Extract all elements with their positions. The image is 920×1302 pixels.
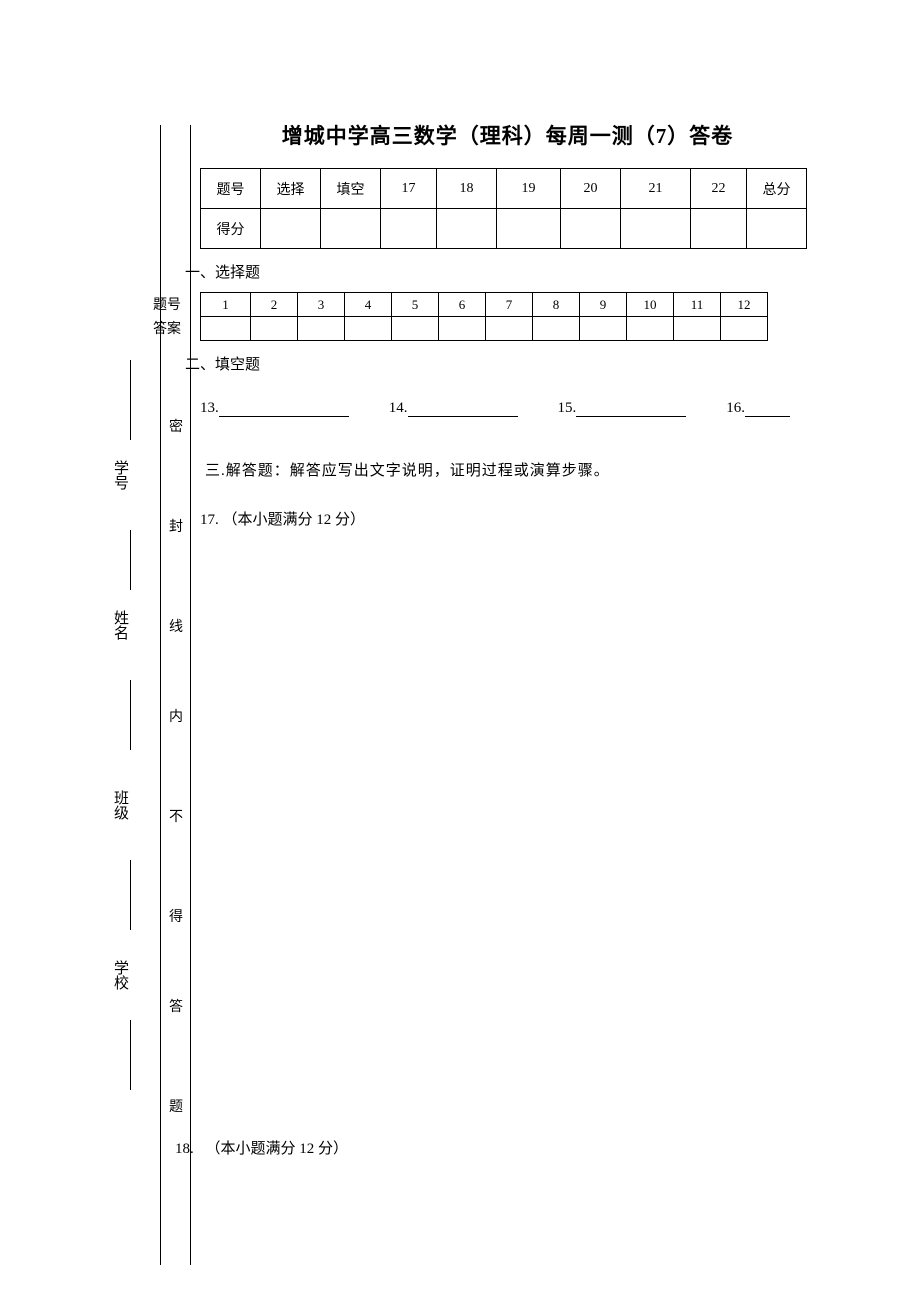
- section-1-heading: 一、选择题: [185, 261, 815, 282]
- score-table: 题号选择填空171819202122总分 得分: [200, 168, 807, 249]
- fill-blank-label: 14.: [389, 400, 408, 416]
- choice-answer-cell: [627, 317, 674, 341]
- score-blank-cell: [437, 209, 497, 249]
- score-blank-cell: [381, 209, 437, 249]
- score-row-label: 得分: [201, 209, 261, 249]
- choice-number-cell: 1: [201, 293, 251, 317]
- choice-number-cell: 5: [392, 293, 439, 317]
- score-blank-cell: [561, 209, 621, 249]
- score-header-cell: 总分: [747, 169, 807, 209]
- choice-number-cell: 6: [439, 293, 486, 317]
- choice-row-label-number: 题号: [153, 294, 193, 314]
- choice-answer-cell: [345, 317, 392, 341]
- page-title: 增城中学高三数学（理科）每周一测（7）答卷: [200, 120, 815, 150]
- choice-number-cell: 12: [721, 293, 768, 317]
- score-header-cell: 填空: [321, 169, 381, 209]
- choice-number-cell: 3: [298, 293, 345, 317]
- choice-table: 123456789101112: [200, 292, 768, 341]
- score-blank-cell: [621, 209, 691, 249]
- choice-number-cell: 4: [345, 293, 392, 317]
- question-18-text: （本小题满分 12 分）: [206, 1141, 349, 1157]
- score-blank-cell: [497, 209, 561, 249]
- score-blank-cell: [321, 209, 381, 249]
- choice-answer-cell: [580, 317, 627, 341]
- fill-blank-item: 14.: [389, 400, 518, 417]
- choice-number-cell: 11: [674, 293, 721, 317]
- choice-row-label-answer: 答案: [153, 318, 193, 338]
- fill-blank-line: [576, 401, 686, 417]
- score-header-cell: 18: [437, 169, 497, 209]
- choice-number-cell: 7: [486, 293, 533, 317]
- score-header-cell: 20: [561, 169, 621, 209]
- choice-answer-cell: [486, 317, 533, 341]
- fill-blank-line: [408, 401, 518, 417]
- section-2-heading: 二、填空题: [185, 353, 815, 374]
- score-header-cell: 题号: [201, 169, 261, 209]
- fill-blank-row: 13. 14. 15. 16.: [200, 400, 815, 417]
- fill-blank-item: 15.: [558, 400, 687, 417]
- choice-number-cell: 10: [627, 293, 674, 317]
- page-content: 增城中学高三数学（理科）每周一测（7）答卷 题号选择填空171819202122…: [115, 120, 815, 1158]
- fill-blank-item: 16.: [726, 400, 790, 417]
- score-header-cell: 17: [381, 169, 437, 209]
- choice-number-cell: 9: [580, 293, 627, 317]
- fill-blank-line: [219, 401, 349, 417]
- score-header-cell: 22: [691, 169, 747, 209]
- question-17: 17. （本小题满分 12 分）: [200, 508, 815, 529]
- fill-blank-label: 16.: [726, 400, 745, 416]
- fill-blank-line: [745, 401, 790, 417]
- choice-answer-cell: [439, 317, 486, 341]
- section-3-heading: 三.解答题：解答应写出文字说明，证明过程或演算步骤。: [205, 459, 815, 480]
- choice-answer-cell: [201, 317, 251, 341]
- question-18: 18. （本小题满分 12 分）: [175, 1137, 815, 1158]
- question-18-number: 18.: [175, 1141, 194, 1157]
- choice-answer-cell: [533, 317, 580, 341]
- fill-blank-label: 15.: [558, 400, 577, 416]
- choice-number-cell: 8: [533, 293, 580, 317]
- choice-answer-cell: [721, 317, 768, 341]
- choice-answer-cell: [251, 317, 298, 341]
- choice-answer-cell: [674, 317, 721, 341]
- score-blank-cell: [691, 209, 747, 249]
- fill-blank-item: 13.: [200, 400, 349, 417]
- score-header-cell: 19: [497, 169, 561, 209]
- choice-answer-cell: [392, 317, 439, 341]
- fill-blank-label: 13.: [200, 400, 219, 416]
- choice-number-cell: 2: [251, 293, 298, 317]
- choice-answer-cell: [298, 317, 345, 341]
- score-header-cell: 选择: [261, 169, 321, 209]
- score-blank-cell: [261, 209, 321, 249]
- score-header-cell: 21: [621, 169, 691, 209]
- score-blank-cell: [747, 209, 807, 249]
